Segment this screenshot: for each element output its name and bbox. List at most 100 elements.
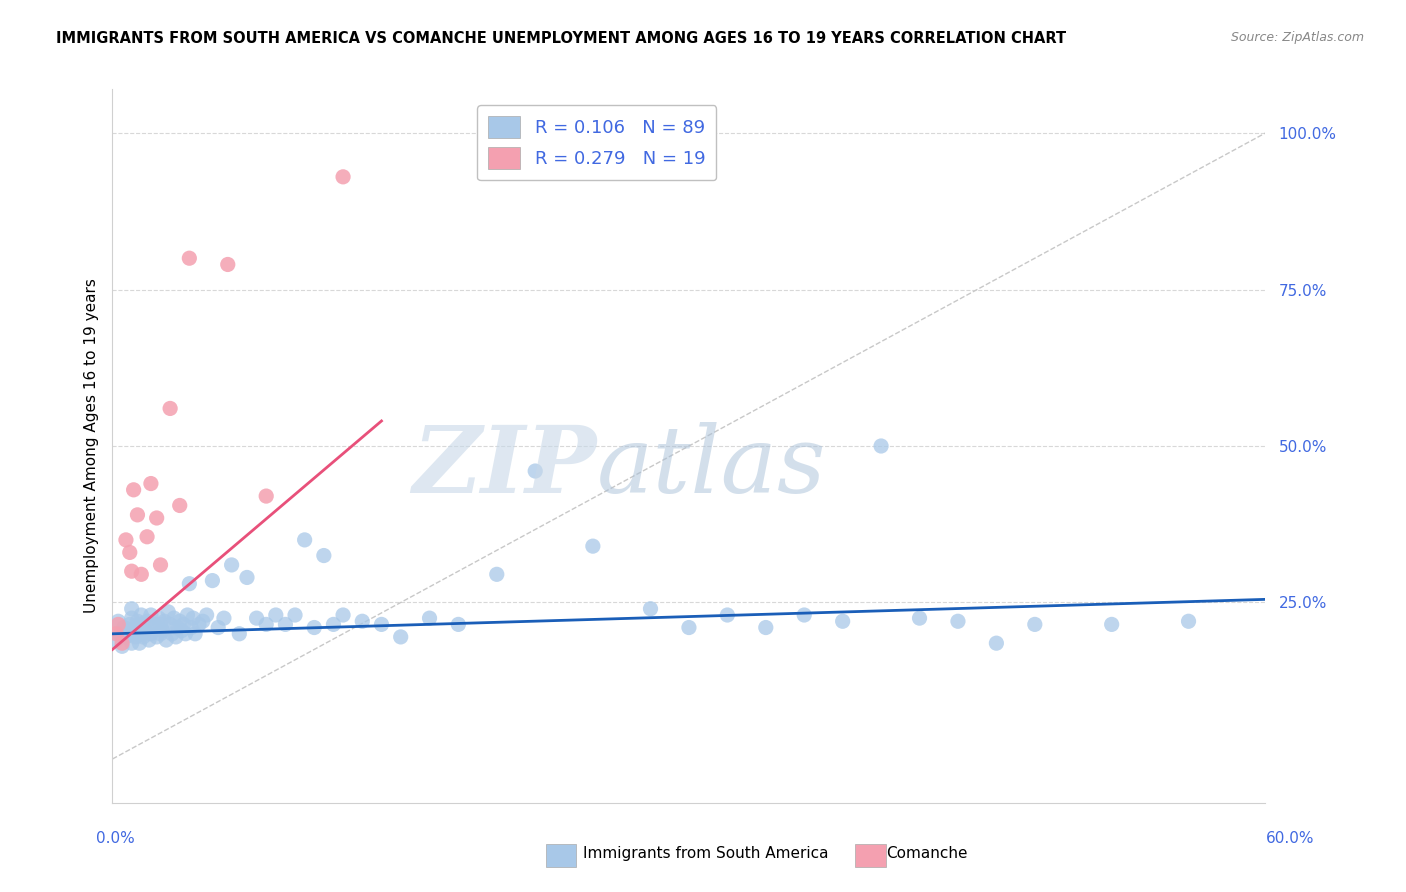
Point: [149, 558, 172, 572]
Point: [157, 605, 180, 619]
Point: [264, 607, 287, 622]
Point: [228, 627, 250, 641]
Point: [212, 611, 235, 625]
Point: [124, 630, 146, 644]
Point: [169, 614, 191, 628]
Text: IMMIGRANTS FROM SOUTH AMERICA VS COMANCHE UNEMPLOYMENT AMONG AGES 16 TO 19 YEARS: IMMIGRANTS FROM SOUTH AMERICA VS COMANCH…: [56, 31, 1066, 46]
Point: [118, 545, 141, 559]
Point: [148, 611, 170, 625]
Point: [870, 439, 893, 453]
Point: [121, 636, 143, 650]
Point: [207, 621, 229, 635]
Point: [678, 621, 700, 635]
Point: [188, 617, 211, 632]
Text: Comanche: Comanche: [886, 847, 967, 861]
Point: [145, 511, 167, 525]
Point: [284, 607, 307, 622]
Point: [159, 617, 181, 632]
Point: [236, 570, 259, 584]
Point: [370, 617, 392, 632]
Point: [274, 617, 297, 632]
Point: [180, 621, 202, 635]
Point: [111, 640, 134, 654]
Point: [121, 601, 143, 615]
Point: [127, 614, 149, 628]
Point: [184, 627, 207, 641]
Point: [138, 633, 160, 648]
Point: [332, 169, 354, 184]
Point: [179, 576, 201, 591]
Point: [165, 630, 187, 644]
Point: [139, 627, 162, 641]
Point: [115, 630, 138, 644]
Point: [107, 614, 129, 628]
Text: 60.0%: 60.0%: [1267, 831, 1315, 846]
Point: [124, 621, 146, 635]
Point: [181, 611, 204, 625]
Text: 0.0%: 0.0%: [96, 831, 135, 846]
Point: [118, 617, 141, 632]
Point: [145, 630, 167, 644]
Point: [128, 636, 150, 650]
Point: [149, 627, 172, 641]
Point: [1024, 617, 1046, 632]
Point: [111, 636, 134, 650]
Point: [201, 574, 224, 588]
Point: [136, 530, 159, 544]
Text: Immigrants from South America: Immigrants from South America: [583, 847, 830, 861]
Point: [149, 617, 172, 632]
Point: [195, 607, 218, 622]
Point: [312, 549, 335, 563]
Point: [485, 567, 508, 582]
Point: [173, 617, 195, 632]
Point: [640, 601, 662, 615]
Point: [127, 508, 149, 522]
Point: [129, 567, 153, 582]
Point: [524, 464, 547, 478]
Point: [179, 251, 201, 265]
Point: [221, 558, 243, 572]
Point: [115, 533, 138, 547]
Y-axis label: Unemployment Among Ages 16 to 19 years: Unemployment Among Ages 16 to 19 years: [83, 278, 98, 614]
Point: [946, 614, 969, 628]
Point: [166, 621, 188, 635]
Point: [1177, 614, 1199, 628]
Point: [986, 636, 1008, 650]
Point: [419, 611, 441, 625]
Point: [153, 614, 176, 628]
Point: [105, 633, 128, 648]
Point: [160, 627, 183, 641]
Point: [142, 621, 165, 635]
Point: [134, 624, 156, 638]
Point: [132, 630, 155, 644]
Point: [170, 624, 193, 638]
Point: [254, 489, 277, 503]
Point: [755, 621, 778, 635]
Point: [105, 627, 128, 641]
Point: [163, 611, 186, 625]
Point: [112, 621, 135, 635]
Point: [191, 614, 214, 628]
Point: [176, 607, 198, 622]
Point: [117, 624, 139, 638]
Point: [122, 483, 145, 497]
Point: [352, 614, 374, 628]
Point: [447, 617, 470, 632]
Text: Source: ZipAtlas.com: Source: ZipAtlas.com: [1230, 31, 1364, 45]
Point: [129, 627, 153, 641]
Point: [155, 633, 177, 648]
Point: [122, 627, 145, 641]
Point: [152, 624, 174, 638]
Point: [254, 617, 277, 632]
Point: [294, 533, 316, 547]
Point: [304, 621, 326, 635]
Point: [246, 611, 269, 625]
Point: [139, 476, 162, 491]
Legend: R = 0.106   N = 89, R = 0.279   N = 19: R = 0.106 N = 89, R = 0.279 N = 19: [477, 105, 716, 180]
Point: [332, 607, 354, 622]
Point: [174, 627, 197, 641]
Point: [582, 539, 605, 553]
Point: [831, 614, 853, 628]
Point: [793, 607, 815, 622]
Point: [1101, 617, 1123, 632]
